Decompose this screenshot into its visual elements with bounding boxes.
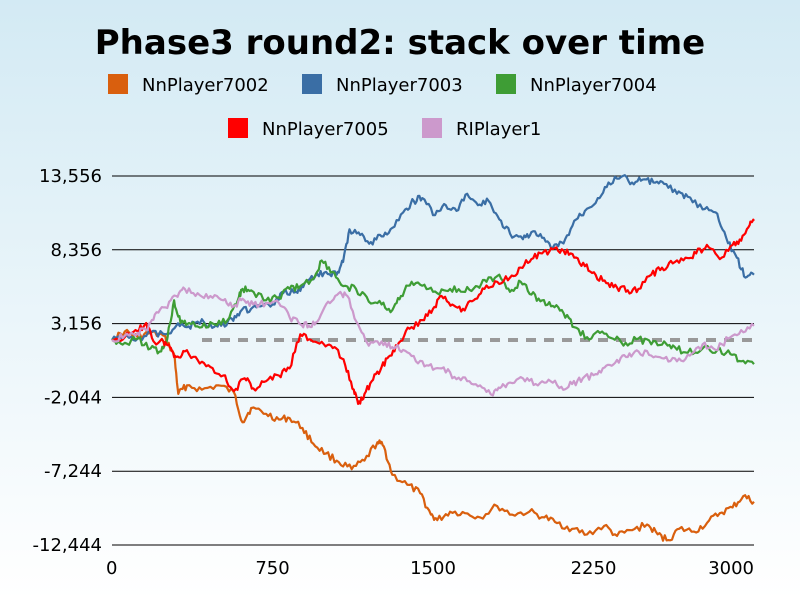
series-lines [111,174,755,542]
y-tick-label: 8,356 [50,240,102,261]
x-tick-label: 750 [255,558,289,579]
legend-swatch [302,74,322,94]
y-axis-ticks: 13,556 8,356 3,156 -2,044 -7,244 -12,444 [33,166,102,556]
legend-swatch [228,118,248,138]
chart-title: Phase3 round2: stack over time [95,23,705,63]
series-line-nnplayer7002 [111,328,755,542]
x-tick-label: 2250 [571,558,617,579]
y-tick-label: 13,556 [39,166,102,187]
x-tick-label: 1500 [410,558,456,579]
legend-label: NnPlayer7002 [142,75,269,96]
y-tick-label: -12,444 [33,535,102,556]
legend-swatch [108,74,128,94]
legend-swatch [496,74,516,94]
y-tick-label: -7,244 [44,461,102,482]
y-tick-label: -2,044 [44,387,102,408]
x-axis-ticks: 0 750 1500 2250 3000 [106,558,754,579]
legend-label: NnPlayer7003 [336,75,463,96]
legend-label: RIPlayer1 [456,119,541,140]
legend-label: NnPlayer7004 [530,75,657,96]
y-tick-label: 3,156 [50,314,102,335]
legend-swatch [422,118,442,138]
series-line-nnplayer7005 [111,218,755,405]
legend: NnPlayer7002 NnPlayer7003 NnPlayer7004 NnPl… [108,74,657,140]
x-tick-label: 0 [106,558,117,579]
legend-label: NnPlayer7005 [262,119,389,140]
series-line-riplayer1 [111,286,755,397]
gridlines [112,175,754,546]
series-line-nnplayer7004 [111,259,755,365]
x-tick-label: 3000 [708,558,754,579]
series-line-nnplayer7003 [111,174,755,342]
